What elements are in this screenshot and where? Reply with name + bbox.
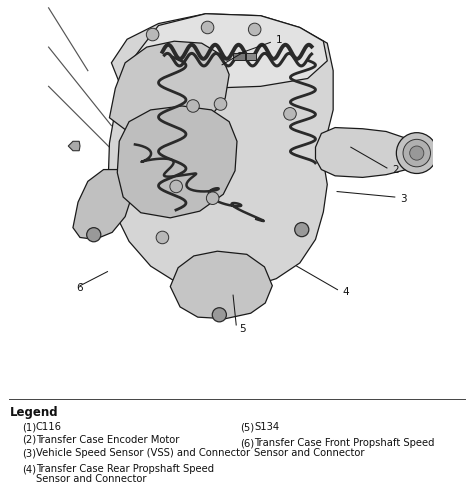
Bar <box>233 52 245 60</box>
Circle shape <box>248 23 261 36</box>
Text: Transfer Case Front Propshaft Speed: Transfer Case Front Propshaft Speed <box>254 438 435 448</box>
Circle shape <box>403 140 430 167</box>
Circle shape <box>214 98 227 110</box>
Polygon shape <box>108 14 333 290</box>
Circle shape <box>212 308 227 322</box>
Polygon shape <box>127 14 327 88</box>
Bar <box>246 52 256 60</box>
Text: Transfer Case Encoder Motor: Transfer Case Encoder Motor <box>36 435 179 445</box>
Text: (6): (6) <box>240 438 254 448</box>
Text: Legend: Legend <box>10 406 59 419</box>
Circle shape <box>206 192 219 204</box>
Text: 3: 3 <box>400 194 407 204</box>
Polygon shape <box>316 128 418 178</box>
Text: S134: S134 <box>254 422 279 432</box>
Text: Sensor and Connector: Sensor and Connector <box>36 474 146 484</box>
Text: Transfer Case Rear Propshaft Speed: Transfer Case Rear Propshaft Speed <box>36 464 214 474</box>
Text: 5: 5 <box>239 324 246 334</box>
Circle shape <box>146 28 159 41</box>
Circle shape <box>295 222 309 236</box>
Text: (1): (1) <box>22 422 36 432</box>
Text: 1: 1 <box>276 35 283 45</box>
Circle shape <box>284 108 296 120</box>
Text: 2: 2 <box>392 166 399 175</box>
Circle shape <box>396 132 437 173</box>
Text: C116: C116 <box>36 422 62 432</box>
Text: (5): (5) <box>240 422 254 432</box>
Circle shape <box>156 231 169 243</box>
Circle shape <box>87 228 101 242</box>
Polygon shape <box>117 106 237 218</box>
Text: (4): (4) <box>22 464 36 474</box>
Polygon shape <box>109 41 229 134</box>
Text: Sensor and Connector: Sensor and Connector <box>254 448 365 458</box>
Circle shape <box>187 100 200 112</box>
Circle shape <box>410 146 424 160</box>
Circle shape <box>170 180 182 192</box>
Circle shape <box>201 21 214 34</box>
Text: 4: 4 <box>342 288 349 298</box>
Text: 6: 6 <box>76 284 82 294</box>
Polygon shape <box>68 142 80 150</box>
Text: (2): (2) <box>22 435 36 445</box>
Polygon shape <box>73 170 132 240</box>
Text: Vehicle Speed Sensor (VSS) and Connector: Vehicle Speed Sensor (VSS) and Connector <box>36 448 250 458</box>
Text: (3): (3) <box>22 448 36 458</box>
Polygon shape <box>170 251 273 318</box>
